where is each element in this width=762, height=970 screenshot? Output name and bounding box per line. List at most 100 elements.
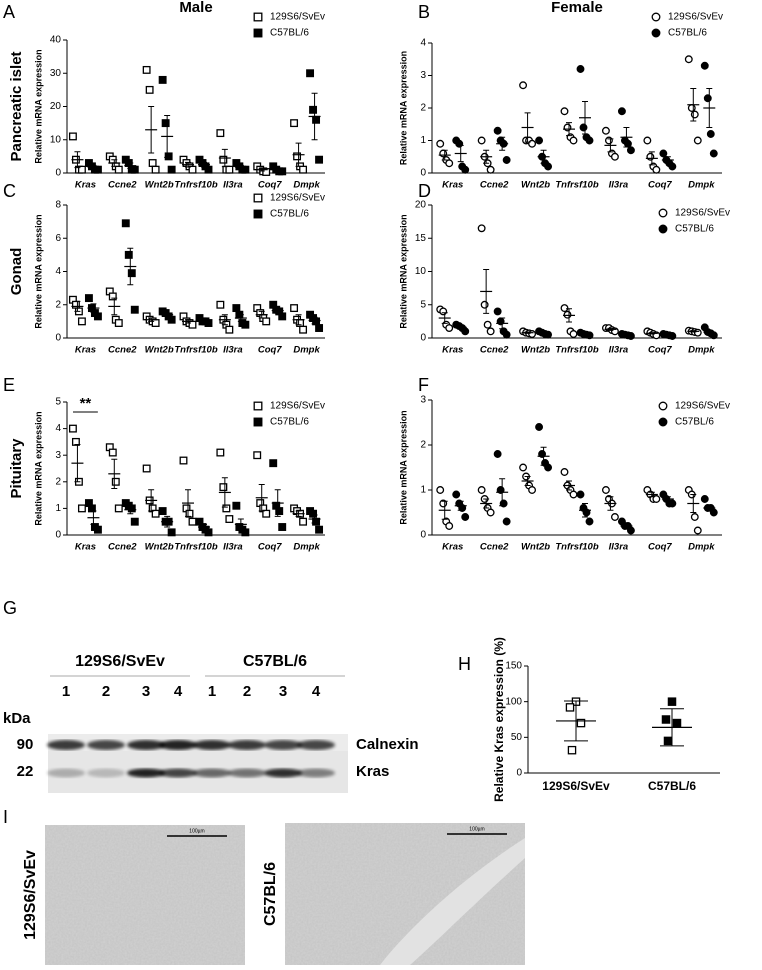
error-bar <box>148 489 155 512</box>
data-point <box>158 507 167 516</box>
data-point <box>124 250 133 259</box>
data-point <box>567 745 577 755</box>
data-point <box>646 152 655 161</box>
error-bar <box>441 500 448 520</box>
error-bar <box>607 327 614 331</box>
error-bar <box>90 303 97 313</box>
error-bar <box>258 310 265 319</box>
data-point <box>563 310 572 319</box>
row-label: Pancreatic islet <box>8 51 25 161</box>
lane-label: 2 <box>102 683 110 700</box>
y-axis-label: Relative mRNA expression <box>33 49 43 163</box>
data-point <box>652 495 661 503</box>
legend-label: C57BL/6 <box>270 417 309 428</box>
data-point <box>130 165 139 174</box>
error-bar <box>237 518 244 531</box>
data-point <box>204 165 213 174</box>
y-tick-label: 2 <box>55 299 61 310</box>
micrograph-texture <box>45 825 245 965</box>
data-point <box>477 224 486 233</box>
data-point <box>241 165 250 174</box>
x-tick-label: Il3ra <box>223 542 243 553</box>
data-point <box>216 129 225 138</box>
data-point <box>452 490 461 499</box>
blot-band <box>87 768 125 778</box>
data-point <box>222 504 231 513</box>
x-tick-label: Tnfrsf10b <box>555 542 598 553</box>
y-tick-label: 2 <box>55 476 61 487</box>
y-axis-label: Relative mRNA expression <box>398 51 408 165</box>
x-tick-label: Wnt2b <box>145 345 174 356</box>
error-bar <box>441 149 448 161</box>
data-point <box>663 736 673 746</box>
data-point <box>232 304 241 313</box>
x-tick-label: Coq7 <box>258 345 282 356</box>
data-point <box>623 139 632 148</box>
y-tick-label: 10 <box>415 266 427 277</box>
data-point <box>111 477 120 486</box>
data-point <box>306 69 315 78</box>
error-bar <box>499 136 506 151</box>
legend-label: C57BL/6 <box>668 28 707 39</box>
blot-band <box>193 768 231 778</box>
error-bar <box>648 491 655 498</box>
y-tick-label: 20 <box>50 101 62 112</box>
data-point <box>114 165 123 174</box>
data-point <box>477 136 486 145</box>
data-point <box>565 703 575 712</box>
error-bar <box>274 307 281 314</box>
error-bar <box>706 505 713 511</box>
legend-marker <box>651 28 661 38</box>
data-point <box>290 119 299 128</box>
data-point <box>225 325 234 334</box>
x-tick-label: Dmpk <box>688 345 715 356</box>
data-point <box>93 312 102 321</box>
data-point <box>579 123 588 132</box>
error-bar <box>148 106 155 154</box>
data-point <box>93 525 102 534</box>
error-bar <box>185 161 191 168</box>
annotation: ** <box>80 395 92 412</box>
error-bar <box>237 314 244 322</box>
legend-label: 129S6/SvEv <box>668 12 723 23</box>
data-point <box>188 320 197 329</box>
x-tick-label: Kras <box>75 542 96 553</box>
y-tick-label: 20 <box>415 200 427 211</box>
data-point <box>108 292 117 301</box>
data-point <box>502 156 511 164</box>
error-bar <box>664 156 671 164</box>
error-bar <box>201 523 207 531</box>
y-tick-label: 4 <box>420 38 426 49</box>
unit-label: kDa <box>3 710 31 727</box>
x-tick-label: Ccne2 <box>108 180 137 191</box>
data-point <box>77 317 86 326</box>
data-point <box>188 165 197 174</box>
legend-marker <box>253 209 263 219</box>
data-point <box>241 320 250 329</box>
error-bar <box>540 149 547 164</box>
data-point <box>445 159 454 168</box>
data-point <box>569 330 578 338</box>
y-tick-label: 150 <box>505 661 522 672</box>
x-tick-label: Ccne2 <box>108 542 137 553</box>
x-tick-label: Wnt2b <box>521 542 550 553</box>
data-point <box>659 149 668 158</box>
data-point <box>315 525 324 534</box>
data-point <box>445 522 454 530</box>
data-point <box>693 526 702 535</box>
data-point <box>278 312 287 321</box>
data-point <box>502 330 511 339</box>
y-axis-label: Relative mRNA expression <box>33 411 43 525</box>
data-point <box>585 517 594 526</box>
error-bar <box>582 503 588 518</box>
error-bar <box>648 332 655 335</box>
data-point <box>216 300 225 309</box>
data-point <box>77 165 86 174</box>
y-tick-label: 10 <box>50 134 62 145</box>
data-point <box>519 81 528 90</box>
data-point <box>232 501 241 510</box>
error-bar <box>607 496 614 511</box>
data-point <box>672 718 682 728</box>
